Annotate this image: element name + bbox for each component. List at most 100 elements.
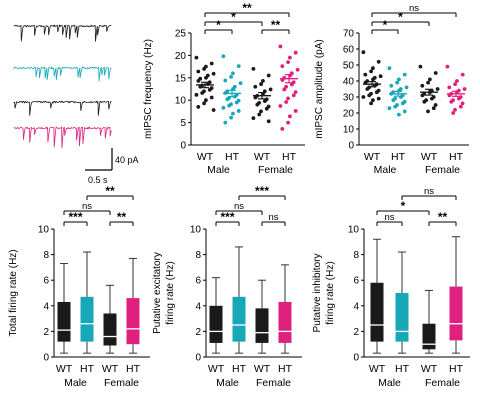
x-category-label: HT (225, 151, 240, 163)
data-point (420, 93, 425, 98)
x-group-label: Male (216, 377, 239, 389)
data-point (266, 73, 271, 78)
data-point (204, 98, 208, 103)
x-group-label: Female (425, 164, 460, 176)
data-point (286, 120, 290, 125)
data-point (211, 71, 216, 76)
data-point (457, 96, 461, 101)
data-point (397, 77, 401, 82)
data-point (194, 92, 199, 97)
data-point (376, 96, 381, 101)
data-point (238, 81, 243, 86)
data-point (371, 77, 375, 82)
significance-label: *** (255, 184, 269, 198)
data-point (266, 119, 271, 124)
data-point (391, 98, 396, 103)
y-tick-label: 2 (43, 327, 49, 338)
data-point (449, 99, 454, 104)
data-point (251, 66, 256, 71)
y-tick-label: 8 (43, 250, 49, 261)
data-point (194, 55, 199, 60)
significance-label: * (216, 18, 221, 32)
box (370, 282, 384, 342)
data-point (280, 126, 285, 131)
data-point (376, 59, 381, 64)
data-point (365, 87, 370, 91)
data-point (253, 95, 258, 100)
data-point (430, 96, 434, 101)
data-point (293, 90, 298, 95)
data-point (282, 87, 287, 92)
box (449, 286, 463, 341)
data-point (278, 44, 283, 49)
data-point (290, 82, 294, 87)
x-group-label: Female (258, 164, 293, 176)
data-point (259, 109, 263, 114)
data-point (458, 104, 463, 109)
data-point (236, 64, 241, 69)
x-category-label: WT (56, 363, 73, 375)
y-tick-label: 6 (43, 276, 49, 287)
box (278, 301, 292, 343)
y-axis-label: Total firing rate (Hz) (8, 249, 19, 336)
y-axis-label: mIPSC frequency (Hz) (143, 39, 154, 139)
data-point (261, 79, 265, 83)
data-point (202, 101, 207, 106)
data-point (293, 109, 298, 113)
x-group-label: Male (378, 377, 401, 389)
data-point (284, 84, 288, 89)
data-point (227, 103, 232, 108)
data-point (393, 104, 398, 109)
data-point (447, 85, 452, 90)
data-point (221, 105, 226, 110)
significance-label: ns (409, 3, 419, 14)
data-point (455, 79, 459, 83)
mipsc-trace (13, 24, 112, 42)
significance-label: ns (424, 186, 434, 197)
y-tick-label: 4 (353, 301, 359, 312)
data-point (361, 50, 366, 55)
data-point (221, 54, 226, 59)
data-point (433, 103, 438, 107)
data-point (204, 75, 208, 80)
significance-label: ** (117, 210, 127, 224)
data-point (291, 93, 296, 98)
significance-label: * (383, 18, 388, 32)
y-axis-label: firing rate (Hz) (325, 261, 336, 324)
data-point (369, 101, 373, 106)
data-point (460, 72, 465, 77)
data-point (209, 61, 214, 66)
x-category-label: HT (232, 363, 247, 375)
y-axis-label: firing rate (Hz) (165, 261, 176, 324)
y-tick-label: 4 (195, 301, 201, 312)
data-point (404, 85, 409, 90)
scale-bar-time-label: 0.5 s (88, 175, 108, 185)
data-point (451, 111, 456, 115)
x-category-label: HT (126, 363, 141, 375)
significance-label: ns (268, 212, 278, 223)
box (209, 305, 223, 343)
y-tick-label: 40 (343, 77, 355, 88)
mipsc-amplitude-panel: 0 10 20 30 40 50 60 70 mIPSC amplitude (pA) WT HT W… (314, 3, 469, 176)
y-tick-label: 15 (175, 73, 187, 84)
significance-label: ** (242, 1, 252, 15)
data-point (286, 60, 290, 65)
data-point (397, 112, 401, 117)
x-category-label: HT (395, 363, 410, 375)
data-point (418, 64, 423, 69)
data-point (460, 101, 465, 106)
box (126, 298, 140, 345)
y-tick-label: 0 (180, 141, 186, 152)
significance-label: ns (234, 201, 244, 212)
data-point (402, 109, 407, 114)
significance-label: ** (438, 210, 448, 224)
data-point (426, 109, 430, 114)
data-point (374, 90, 379, 95)
data-point (231, 111, 235, 116)
data-point (259, 82, 263, 86)
y-tick-label: 10 (175, 96, 187, 107)
data-point (462, 87, 467, 91)
box (232, 296, 246, 342)
y-tick-label: 50 (343, 61, 355, 72)
data-point (371, 98, 375, 103)
